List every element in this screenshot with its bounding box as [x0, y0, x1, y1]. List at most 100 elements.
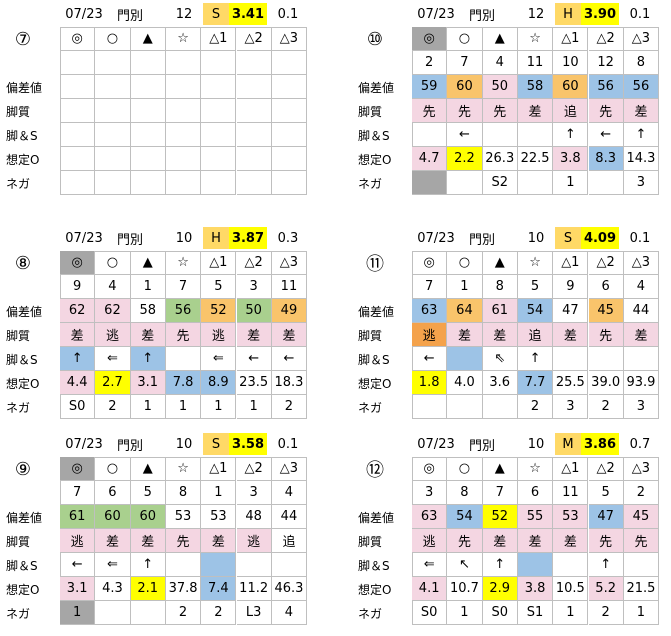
mark-symbol: △2 — [588, 27, 624, 51]
horse-number: 5 — [588, 481, 624, 505]
cell: 逃 — [412, 529, 448, 553]
cell — [236, 553, 272, 577]
cell: 4.4 — [60, 371, 96, 395]
row-label: 脚質 — [6, 328, 31, 343]
mark-symbol: ◎ — [60, 27, 96, 51]
row-label: ネガ — [6, 400, 31, 415]
cell: 逃 — [201, 323, 237, 347]
horse-number: 5 — [517, 275, 554, 299]
cell — [271, 99, 308, 123]
cell — [412, 395, 448, 419]
race-number: ⑧ — [14, 252, 32, 274]
cell: 先 — [588, 99, 624, 123]
cell: 差 — [236, 323, 272, 347]
cell — [236, 99, 272, 123]
horse-number: 4 — [271, 481, 308, 505]
cell: 58 — [517, 75, 554, 99]
cell: 3.1 — [130, 371, 166, 395]
cell: 逃 — [412, 323, 448, 347]
cell — [588, 171, 624, 195]
cell: 差 — [130, 323, 166, 347]
cell: 48 — [236, 505, 272, 529]
cell — [447, 395, 483, 419]
horse-number: 8 — [482, 275, 518, 299]
cell: 56 — [588, 75, 624, 99]
cell: 差 — [60, 323, 96, 347]
cell — [165, 75, 202, 99]
mark-symbol: ☆ — [165, 457, 202, 481]
cell: 差 — [271, 323, 308, 347]
horse-number: 11 — [553, 481, 589, 505]
cell: 53 — [201, 505, 237, 529]
cell: 8.3 — [588, 147, 624, 171]
extra: 0.1 — [629, 6, 651, 22]
cell: 1 — [553, 171, 589, 195]
cell: 63 — [412, 505, 448, 529]
mark-symbol: ○ — [447, 27, 483, 51]
cell: 37.8 — [165, 577, 202, 601]
cell: L3 — [236, 601, 272, 625]
mark-symbol: △1 — [201, 27, 237, 51]
row-label: 脚＆S — [358, 128, 390, 143]
cell: 逃 — [236, 529, 272, 553]
cell: ← — [588, 123, 624, 147]
cell: 45 — [588, 299, 624, 323]
cell: ↑ — [623, 123, 660, 147]
cell — [130, 601, 166, 625]
cell: 4.1 — [412, 577, 448, 601]
count: 12 — [175, 6, 193, 22]
cell — [95, 601, 131, 625]
race-number: ⑫ — [366, 460, 384, 481]
cell: 先 — [623, 529, 660, 553]
row-label: 脚質 — [358, 104, 383, 119]
cell: 追 — [271, 529, 308, 553]
cell: 4.3 — [95, 577, 131, 601]
horse-number: 7 — [482, 481, 518, 505]
cell: 58 — [130, 299, 166, 323]
cell: 2 — [588, 395, 624, 419]
score: 3.87 — [229, 227, 267, 249]
cell: 先 — [447, 99, 483, 123]
cell: 4.7 — [412, 147, 448, 171]
cell — [201, 553, 237, 577]
mark-symbol: ◎ — [412, 27, 448, 51]
cell — [201, 123, 237, 147]
horse-number — [236, 51, 272, 75]
count: 10 — [175, 436, 193, 452]
score: 4.09 — [581, 227, 619, 249]
cell: 1 — [130, 395, 166, 419]
cell — [553, 553, 589, 577]
cell: 8.9 — [201, 371, 237, 395]
row-label: 脚質 — [6, 534, 31, 549]
cell: 差 — [553, 323, 589, 347]
mark-symbol: △3 — [623, 251, 660, 275]
grade: H — [555, 3, 581, 25]
cell: 5.2 — [588, 577, 624, 601]
mark-symbol: ☆ — [517, 251, 554, 275]
grade: S — [555, 227, 581, 249]
mark-symbol: △2 — [236, 251, 272, 275]
horse-number — [165, 51, 202, 75]
score: 3.90 — [581, 3, 619, 25]
cell — [236, 75, 272, 99]
mark-symbol: △3 — [271, 457, 308, 481]
cell: 23.5 — [236, 371, 272, 395]
cell: 10.7 — [447, 577, 483, 601]
horse-number: 4 — [95, 275, 131, 299]
mark-symbol: △3 — [623, 457, 660, 481]
cell: ← — [271, 347, 308, 371]
row-label: 脚＆S — [6, 352, 38, 367]
cell — [165, 147, 202, 171]
row-label: 偏差値 — [358, 304, 395, 319]
cell: 4.0 — [447, 371, 483, 395]
mark-symbol: △1 — [553, 27, 589, 51]
cell — [201, 75, 237, 99]
mark-symbol: △1 — [553, 457, 589, 481]
mark-symbol: ○ — [95, 27, 131, 51]
cell: 先 — [447, 529, 483, 553]
cell: ⇐ — [95, 553, 131, 577]
cell: S1 — [517, 601, 554, 625]
horse-number — [95, 51, 131, 75]
cell — [412, 123, 448, 147]
